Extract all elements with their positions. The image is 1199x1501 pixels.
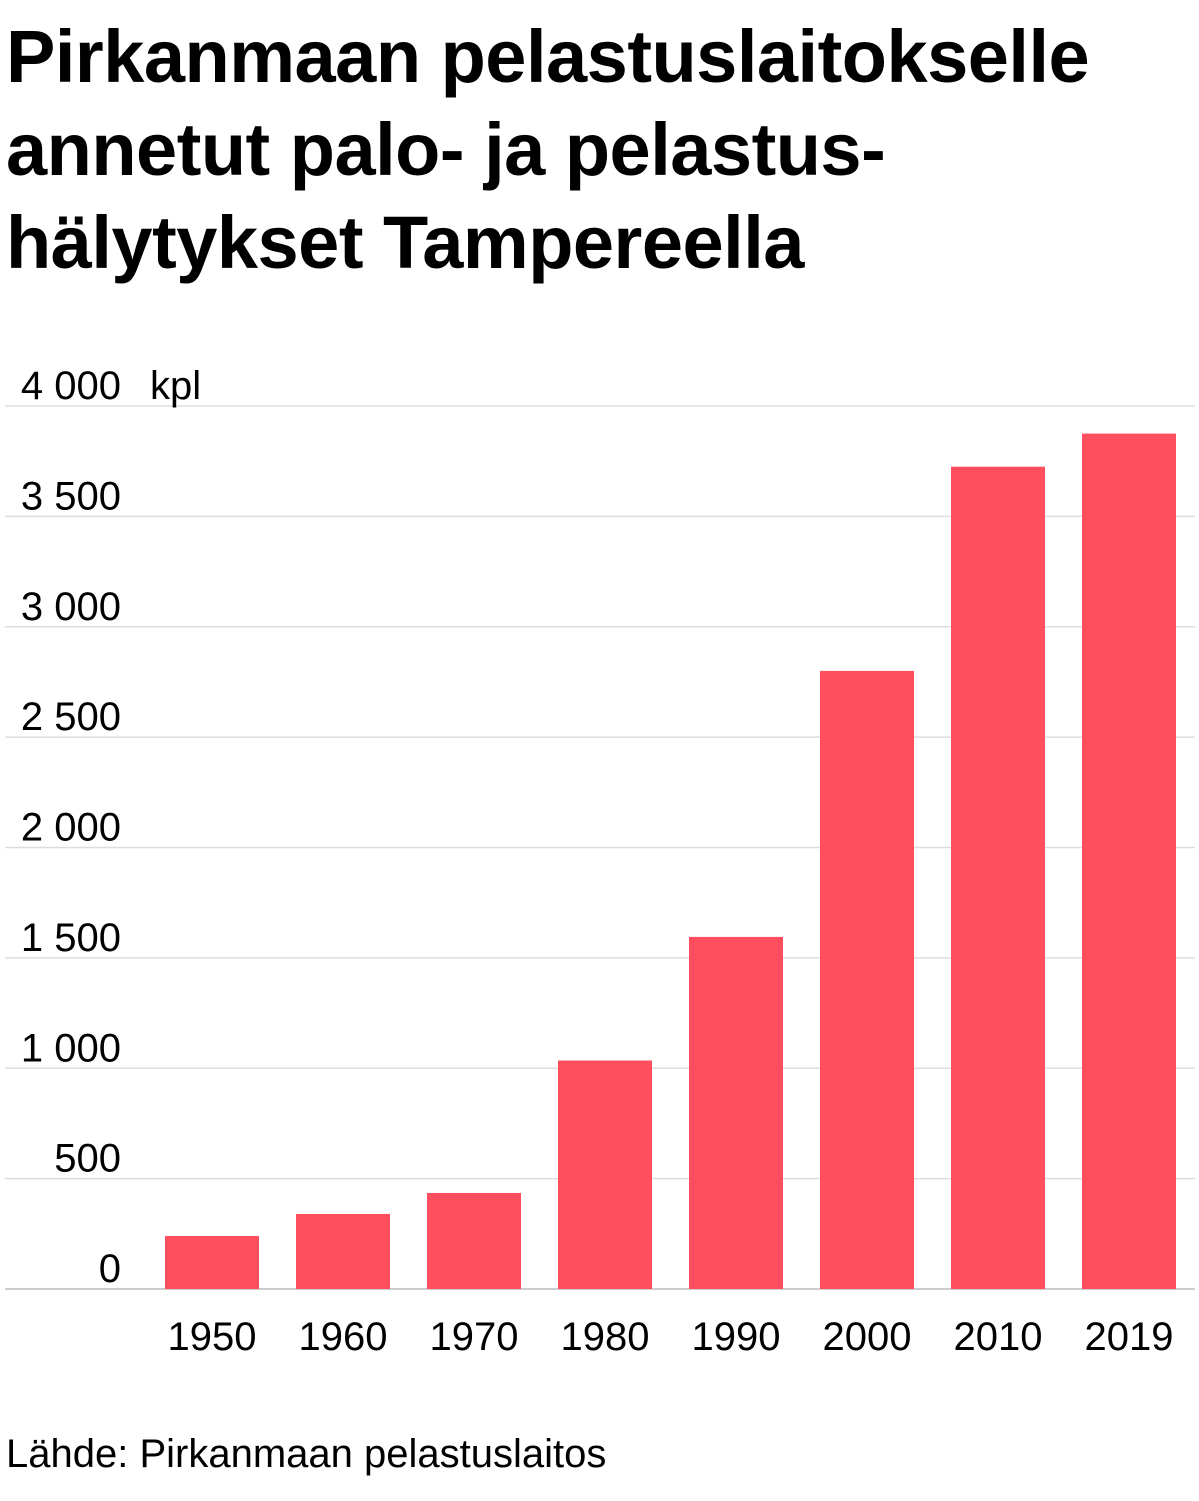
y-axis-unit: kpl — [150, 364, 201, 408]
x-tick-label: 2000 — [823, 1315, 912, 1359]
y-tick-label: 2 500 — [21, 695, 121, 739]
title-line-3: hälytykset Tampereella — [6, 201, 804, 284]
y-tick-label: 1 500 — [21, 916, 121, 960]
chart-title: Pirkanmaan pelastuslaitokselle annetut p… — [6, 10, 1196, 289]
bar-1960 — [296, 1213, 390, 1289]
x-axis-ticks: 1950 1960 1970 1980 1990 2000 2010 2019 — [168, 1315, 1174, 1359]
x-tick-label: 1970 — [430, 1315, 519, 1359]
x-tick-label: 1980 — [561, 1315, 650, 1359]
bar-1990 — [689, 936, 783, 1289]
bars — [165, 433, 1176, 1289]
y-axis-ticks: 0 500 1 000 1 500 2 000 2 500 3 000 3 500 4 000 — [21, 364, 121, 1291]
y-tick-label: 500 — [54, 1137, 121, 1181]
x-tick-label: 1950 — [168, 1315, 257, 1359]
y-tick-label: 2 000 — [21, 806, 121, 850]
x-tick-label: 2010 — [954, 1315, 1043, 1359]
title-line-2: annetut palo- ja pelastus- — [6, 108, 886, 191]
x-tick-label: 1960 — [299, 1315, 388, 1359]
y-tick-label: 4 000 — [21, 364, 121, 408]
x-tick-label: 1990 — [692, 1315, 781, 1359]
bar-2019 — [1082, 433, 1176, 1289]
bar-2000 — [820, 670, 914, 1289]
bar-1950 — [165, 1236, 259, 1289]
title-line-1: Pirkanmaan pelastuslaitokselle — [6, 15, 1090, 98]
x-tick-label: 2019 — [1085, 1315, 1174, 1359]
bar-2010 — [951, 466, 1045, 1289]
y-tick-label: 0 — [99, 1247, 121, 1291]
bar-1970 — [427, 1192, 521, 1289]
y-tick-label: 1 000 — [21, 1026, 121, 1070]
bar-1980 — [558, 1060, 652, 1289]
source-note: Lähde: Pirkanmaan pelastuslaitos — [6, 1432, 607, 1476]
y-tick-label: 3 000 — [21, 585, 121, 629]
y-tick-label: 3 500 — [21, 474, 121, 518]
